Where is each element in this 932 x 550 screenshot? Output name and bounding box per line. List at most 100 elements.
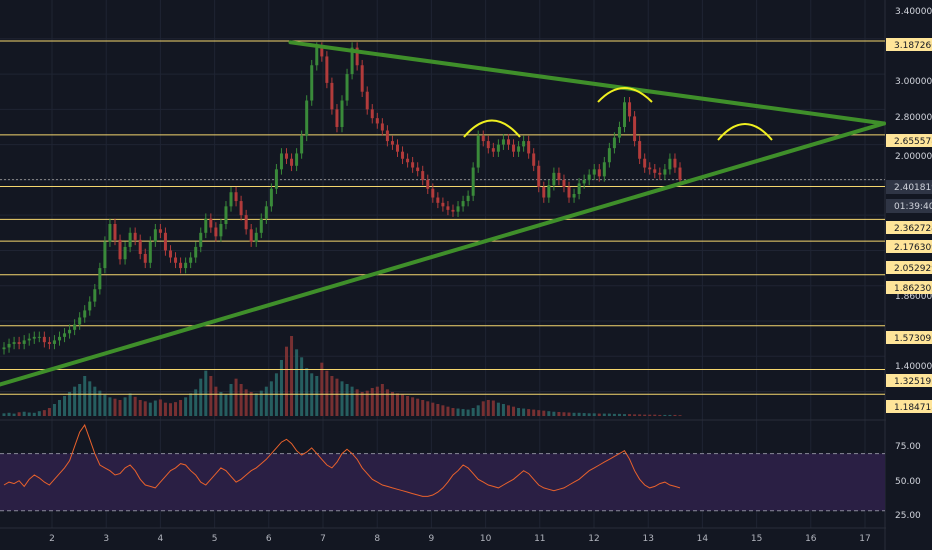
candle-body xyxy=(330,82,334,110)
candle-body xyxy=(78,317,82,325)
candle-body xyxy=(638,141,642,159)
candle-body xyxy=(320,47,324,57)
volume-bar xyxy=(209,376,213,416)
volume-bar xyxy=(285,346,289,416)
candle-body xyxy=(98,268,102,290)
level-label-bg xyxy=(886,38,932,51)
candle-body xyxy=(244,215,248,230)
candle-body xyxy=(441,202,445,207)
candle-body xyxy=(587,174,591,180)
candle-body xyxy=(199,232,203,247)
rsi-path xyxy=(3,423,681,497)
volume-bar xyxy=(335,378,339,416)
candle-body xyxy=(380,123,384,131)
volume-bar xyxy=(602,413,606,416)
candle-body xyxy=(658,172,662,175)
volume-bar xyxy=(411,397,415,416)
price-tick-label: 2.800000 xyxy=(895,113,932,123)
candle-body xyxy=(63,333,67,337)
volume-bar xyxy=(239,384,243,416)
volume-bar xyxy=(174,402,178,416)
volume-bar xyxy=(607,413,611,416)
volume-bar xyxy=(360,392,364,416)
current-price-bg xyxy=(886,180,932,194)
candle-body xyxy=(32,336,36,339)
volume-bar xyxy=(648,414,652,416)
volume-bar xyxy=(623,414,627,416)
volume-bar xyxy=(133,396,137,416)
volume-bar xyxy=(315,376,319,416)
volume-bar xyxy=(113,398,117,416)
volume-bar xyxy=(300,357,304,416)
candle-body xyxy=(229,192,233,207)
volume-bar xyxy=(345,384,349,416)
volume-bar xyxy=(370,388,374,416)
candle-body xyxy=(542,186,546,198)
time-tick-label: 17 xyxy=(859,534,870,544)
time-tick-label: 14 xyxy=(697,534,709,544)
candle-body xyxy=(88,301,92,311)
volume-bar xyxy=(456,408,460,416)
volume-bar xyxy=(628,414,632,416)
volume-bar xyxy=(78,384,82,416)
candle-body xyxy=(68,329,72,334)
volume-bar xyxy=(380,384,384,416)
candle-body xyxy=(501,139,505,145)
volume-bar xyxy=(330,376,334,416)
volume-bar xyxy=(446,406,450,416)
candle-body xyxy=(552,172,556,186)
countdown-bg xyxy=(886,199,932,213)
time-tick-label: 13 xyxy=(642,534,653,544)
candle-body xyxy=(446,206,450,210)
candle-body xyxy=(481,135,485,142)
time-tick-label: 4 xyxy=(158,534,164,544)
price-tick-label: 1.860000 xyxy=(895,292,932,302)
candle-body xyxy=(300,135,304,154)
level-label-bg xyxy=(886,261,932,274)
volume-bar xyxy=(163,402,167,416)
candle-body xyxy=(466,195,470,202)
candle-body xyxy=(138,239,142,254)
trendline xyxy=(288,40,886,126)
trendlines[interactable] xyxy=(0,40,886,387)
price-axis[interactable]: 3.400000 3.000000 2.800000 2.000000 1.860000… xyxy=(886,0,932,550)
candle-body xyxy=(234,192,238,202)
candle-body xyxy=(582,179,586,184)
candle-body xyxy=(274,169,278,189)
candle-body xyxy=(335,109,339,127)
volume-bar xyxy=(375,386,379,416)
arc-annotation xyxy=(597,87,653,103)
candle-body xyxy=(522,141,526,147)
volume-bar xyxy=(259,390,263,416)
volume-bar xyxy=(476,405,480,416)
volume-bar xyxy=(471,408,475,416)
level-label-bg xyxy=(886,281,932,294)
candle-body xyxy=(73,324,77,330)
arcs[interactable] xyxy=(463,87,773,141)
candle-body xyxy=(174,257,178,263)
volume-bar xyxy=(68,392,72,416)
horizontal-levels xyxy=(0,40,885,395)
volume-bar xyxy=(340,381,344,416)
volume-bar xyxy=(168,403,172,416)
volume-bar xyxy=(537,410,541,416)
volume-bar xyxy=(663,414,667,416)
volume-bar xyxy=(88,381,92,416)
candle-body xyxy=(57,336,61,341)
candle-body xyxy=(406,158,410,163)
candle-body xyxy=(93,289,97,302)
time-axis[interactable]: 2 3 4 5 6 7 8 9 10 11 12 13 14 15 16 17 xyxy=(49,534,871,544)
volume-bar xyxy=(355,389,359,416)
candle-body xyxy=(254,232,258,242)
volume-bar xyxy=(52,404,56,416)
time-tick-label: 8 xyxy=(374,534,380,544)
candle-body xyxy=(37,336,41,338)
volume-bar xyxy=(416,398,420,416)
candle-body xyxy=(310,65,314,101)
candle-body xyxy=(612,137,616,149)
rsi-tick-label: 25.00 xyxy=(895,511,921,521)
axis-background xyxy=(886,0,932,550)
volume-bar xyxy=(350,386,354,416)
candle-body xyxy=(345,74,349,101)
